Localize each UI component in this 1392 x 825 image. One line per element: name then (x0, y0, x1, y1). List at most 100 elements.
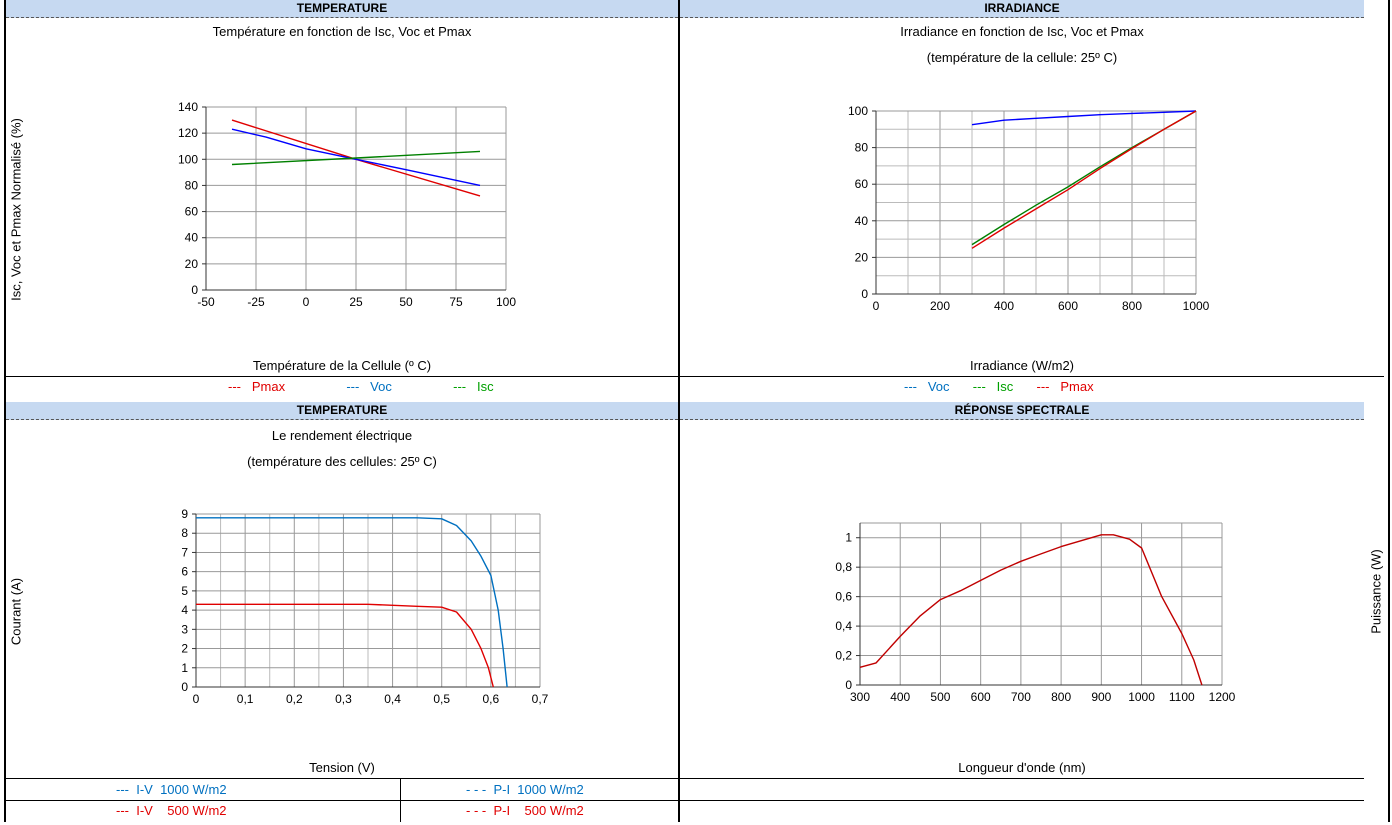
series-line-i-v-1000-w-m2 (196, 517, 508, 688)
y-tick-label: 20 (185, 257, 199, 271)
chart2-xlabel: Irradiance (W/m2) (969, 358, 1075, 373)
legend-item-isc: --- Isc (453, 379, 494, 394)
x-tick-label: 100 (496, 295, 516, 309)
legend-item-voc: --- Voc (904, 379, 950, 394)
y-tick-label: 1 (845, 531, 852, 545)
x-tick-label: 0 (873, 299, 880, 313)
y-tick-label: 1 (181, 661, 188, 675)
header-top-right: IRRADIANCE (680, 0, 1364, 18)
x-tick-label: 0,2 (286, 692, 303, 706)
y-tick-label: 80 (855, 141, 869, 155)
x-tick-label: 0,1 (237, 692, 254, 706)
series-line-voc (971, 110, 1197, 126)
legend-top-right: --- Voc --- Isc --- Pmax (904, 379, 1094, 394)
x-tick-label: 600 (971, 690, 991, 704)
header-top-left: TEMPERATURE (6, 0, 678, 18)
chart3-xlabel: Tension (V) (309, 760, 375, 775)
y-tick-label: 40 (185, 231, 199, 245)
y-tick-label: 8 (181, 526, 188, 540)
x-tick-label: 0 (303, 295, 310, 309)
x-tick-label: 50 (399, 295, 413, 309)
y-tick-label: 140 (178, 100, 198, 114)
x-tick-label: 0,7 (532, 692, 549, 706)
legend-pi-500: - - - P-I 500 W/m2 (466, 803, 584, 818)
chart3-title: Le rendement électrique (271, 428, 413, 443)
y-tick-label: 0,8 (835, 560, 852, 574)
outer-frame (4, 0, 1390, 822)
y-tick-label: 0 (181, 680, 188, 694)
x-tick-label: 0,4 (384, 692, 401, 706)
chart-irradiance: 0 200 400 600 800 1000 0 20 40 60 80 100 (848, 104, 1210, 313)
chart-iv-curve: 0 0,1 0,2 0,3 0,4 0,5 0,6 0,7 0 1 2 3 4 5 6 7 8 9 (181, 507, 549, 706)
y-tick-label: 60 (185, 205, 199, 219)
y-tick-label: 100 (178, 152, 198, 166)
grid (205, 106, 507, 291)
chart2-subtitle: (température de la cellule: 25º C) (926, 50, 1118, 65)
y-tick-label: 4 (181, 603, 188, 617)
header-bottom-right: RÉPONSE SPECTRALE (680, 402, 1364, 420)
grid (859, 522, 1223, 686)
chart4-ylabel: Puissance (W) (1368, 549, 1384, 634)
x-tick-label: 0,5 (433, 692, 450, 706)
y-tick-label: 3 (181, 622, 188, 636)
legend-top-left: --- Pmax --- Voc --- Isc (228, 379, 494, 394)
x-tick-label: 1100 (1169, 690, 1195, 704)
y-tick-label: 0 (191, 283, 198, 297)
rule-top-legend (6, 376, 1384, 377)
legend-iv-500: --- I-V 500 W/m2 (116, 803, 227, 818)
chart1-xlabel: Température de la Cellule (º C) (252, 358, 432, 373)
x-tick-label: 800 (1051, 690, 1071, 704)
x-tick-label: 500 (930, 690, 950, 704)
x-tick-label: -50 (197, 295, 215, 309)
chart1-ylabel: Isc, Voc et Pmax Normalisé (%) (8, 118, 24, 301)
legend-item-pmax: --- Pmax (228, 379, 286, 394)
legend-item-voc: --- Voc (346, 379, 392, 394)
legend-pi-1000: - - - P-I 1000 W/m2 (466, 782, 584, 797)
x-tick-label: 0,6 (483, 692, 500, 706)
series-line-pmax (971, 110, 1197, 249)
chart3-subtitle: (température des cellules: 25º C) (247, 454, 437, 469)
y-tick-label: 0 (845, 678, 852, 692)
legend-item-isc: --- Isc (972, 379, 1014, 394)
x-tick-label: 900 (1091, 690, 1111, 704)
y-tick-label: 0,2 (835, 649, 852, 663)
x-tick-label: 800 (1122, 299, 1142, 313)
y-tick-label: 60 (855, 177, 869, 191)
y-tick-label: 120 (178, 126, 198, 140)
x-tick-label: 300 (850, 690, 870, 704)
x-tick-label: -25 (247, 295, 265, 309)
x-tick-label: 700 (1011, 690, 1031, 704)
series-line-i-v-500-w-m2 (196, 603, 494, 688)
x-tick-label: 600 (1058, 299, 1078, 313)
y-tick-label: 80 (185, 178, 199, 192)
grid (195, 513, 541, 688)
chart-spectral-response: 300 400 500 600 700 800 900 1000 1100 1200 0 0,2 0,4… (835, 522, 1236, 704)
x-tick-label: 0 (193, 692, 200, 706)
legend-iv-1000: --- I-V 1000 W/m2 (116, 782, 227, 797)
center-divider (678, 0, 680, 822)
y-tick-label: 0 (861, 287, 868, 301)
chart2-title: Irradiance en fonction de Isc, Voc et Pm… (900, 24, 1144, 39)
chart4-xlabel: Longueur d'onde (nm) (958, 760, 1086, 775)
y-tick-label: 9 (181, 507, 188, 521)
y-tick-label: 2 (181, 642, 188, 656)
series-line-0 (859, 534, 1203, 686)
chart-temperature: -50 -25 0 25 50 75 100 0 20 40 60 80 100 120 140 (178, 100, 516, 309)
y-tick-label: 40 (855, 214, 869, 228)
x-tick-label: 1200 (1209, 690, 1236, 704)
legend-cell-divider (400, 779, 401, 822)
header-bottom-left: TEMPERATURE (6, 402, 678, 420)
y-tick-label: 6 (181, 565, 188, 579)
x-tick-label: 1000 (1128, 690, 1155, 704)
y-tick-label: 0,4 (835, 619, 852, 633)
y-tick-label: 20 (855, 250, 869, 264)
y-tick-label: 100 (848, 104, 868, 118)
rule-bottom-legend-mid (6, 800, 1364, 801)
rule-bottom-legend (6, 778, 1364, 779)
x-tick-label: 200 (930, 299, 950, 313)
y-tick-label: 5 (181, 584, 188, 598)
x-tick-label: 1000 (1183, 299, 1210, 313)
chart3-ylabel: Courant (A) (8, 577, 24, 646)
y-tick-label: 7 (181, 545, 188, 559)
x-tick-label: 400 (890, 690, 910, 704)
